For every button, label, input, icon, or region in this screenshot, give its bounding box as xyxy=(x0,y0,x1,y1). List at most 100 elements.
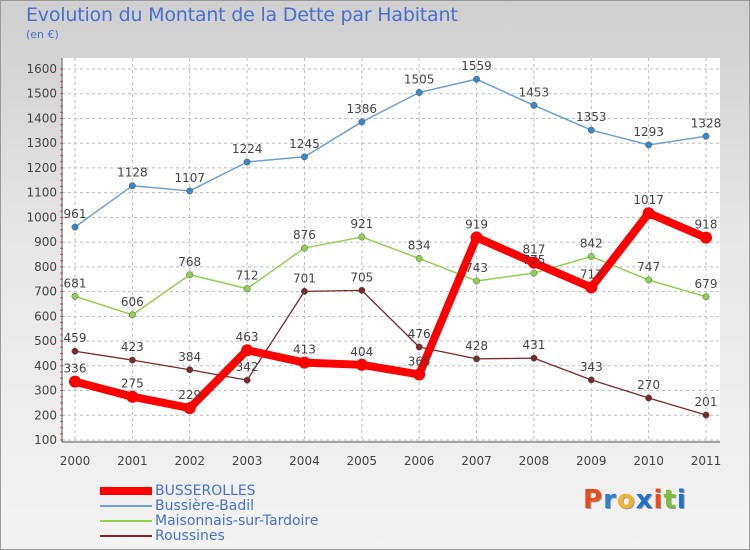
data-label: 842 xyxy=(580,236,603,250)
data-label: 681 xyxy=(64,276,87,290)
data-point xyxy=(530,101,538,109)
data-point xyxy=(642,207,655,220)
data-label: 1017 xyxy=(633,193,664,207)
data-point xyxy=(71,347,79,355)
x-tick-label: 2000 xyxy=(60,454,91,468)
data-point xyxy=(186,271,194,279)
data-label: 606 xyxy=(121,295,144,309)
y-tick-label: 1300 xyxy=(26,136,57,150)
y-tick-label: 100 xyxy=(34,433,57,447)
legend-swatch xyxy=(100,520,152,522)
logo-letter: t xyxy=(663,485,677,515)
data-point xyxy=(69,375,81,388)
data-point xyxy=(473,75,480,83)
data-label: 343 xyxy=(580,360,603,374)
x-tick-label: 2002 xyxy=(174,454,205,468)
data-point xyxy=(585,281,598,294)
data-label: 428 xyxy=(465,339,488,353)
data-label: 743 xyxy=(465,261,488,275)
y-tick-label: 900 xyxy=(34,235,57,249)
logo-letter: r xyxy=(603,485,617,515)
x-tick-label: 2003 xyxy=(232,454,263,468)
legend-swatch xyxy=(100,505,152,507)
x-tick-label: 2010 xyxy=(633,454,664,468)
data-label: 1293 xyxy=(633,125,664,139)
data-point xyxy=(241,344,254,357)
data-label: 961 xyxy=(64,207,87,221)
data-point xyxy=(530,354,538,362)
data-label: 1107 xyxy=(174,171,205,185)
data-point xyxy=(186,366,194,374)
logo-letter: o xyxy=(616,485,636,515)
data-point xyxy=(301,244,308,252)
data-label: 229 xyxy=(178,388,201,402)
x-tick-label: 2006 xyxy=(404,454,435,468)
y-tick-label: 1600 xyxy=(26,62,57,76)
data-label: 1505 xyxy=(404,72,435,86)
chart-subtitle: (en €) xyxy=(26,28,59,41)
data-label: 275 xyxy=(121,377,144,391)
logo-letter: P xyxy=(583,485,604,515)
y-tick-label: 300 xyxy=(34,384,57,398)
data-label: 834 xyxy=(408,238,431,252)
x-tick-label: 2008 xyxy=(519,454,550,468)
x-tick-label: 2009 xyxy=(576,454,607,468)
data-label: 336 xyxy=(64,362,87,376)
data-label: 201 xyxy=(695,395,718,409)
data-point xyxy=(71,223,79,231)
y-tick-label: 1100 xyxy=(26,186,57,200)
data-point xyxy=(587,376,595,384)
data-point xyxy=(128,311,136,319)
data-label: 768 xyxy=(178,255,201,269)
data-point xyxy=(128,182,136,190)
x-tick-label: 2007 xyxy=(461,454,492,468)
data-point xyxy=(415,255,423,262)
data-label: 679 xyxy=(695,277,718,291)
data-label: 817 xyxy=(522,243,545,257)
data-label: 365 xyxy=(408,354,431,368)
data-point xyxy=(587,253,595,260)
series-line-bussi-re-badil xyxy=(74,78,707,228)
y-tick-label: 400 xyxy=(34,359,57,373)
data-point xyxy=(358,286,366,294)
data-label: 270 xyxy=(637,378,660,392)
legend-swatch xyxy=(100,535,152,537)
data-point xyxy=(645,141,653,149)
data-point xyxy=(358,233,366,241)
proxiti-logo: Proxiti xyxy=(583,485,687,515)
data-point xyxy=(702,132,710,140)
data-label: 431 xyxy=(522,338,545,352)
data-point xyxy=(128,356,136,364)
data-point xyxy=(413,368,426,381)
chart-title: Evolution du Montant de la Dette par Hab… xyxy=(26,4,458,26)
data-label: 921 xyxy=(350,217,373,231)
y-tick-label: 1500 xyxy=(26,87,57,101)
data-point xyxy=(243,376,251,384)
data-label: 712 xyxy=(236,269,259,283)
data-point xyxy=(301,153,308,161)
logo-letter: i xyxy=(653,485,664,515)
legend-label: Maisonnais-sur-Tardoire xyxy=(155,513,319,529)
data-label: 705 xyxy=(350,270,373,284)
data-label: 1328 xyxy=(691,116,722,130)
y-tick-label: 1200 xyxy=(26,161,57,175)
logo-letter: i xyxy=(676,485,687,515)
data-label: 1559 xyxy=(461,59,492,73)
data-point xyxy=(183,402,196,415)
legend-label: Bussière-Badil xyxy=(155,498,255,514)
data-label: 1453 xyxy=(519,85,550,99)
data-label: 775 xyxy=(522,253,545,267)
y-tick-label: 1000 xyxy=(26,210,57,224)
data-point xyxy=(243,158,251,166)
data-point xyxy=(186,187,194,195)
data-label: 876 xyxy=(293,228,316,242)
data-point xyxy=(700,231,712,244)
x-tick-label: 2004 xyxy=(289,454,320,468)
legend-swatch xyxy=(100,487,152,495)
data-point xyxy=(473,277,480,285)
data-point xyxy=(470,231,483,244)
data-point xyxy=(702,411,710,419)
data-label: 919 xyxy=(465,217,488,231)
data-label: 1386 xyxy=(347,102,378,116)
